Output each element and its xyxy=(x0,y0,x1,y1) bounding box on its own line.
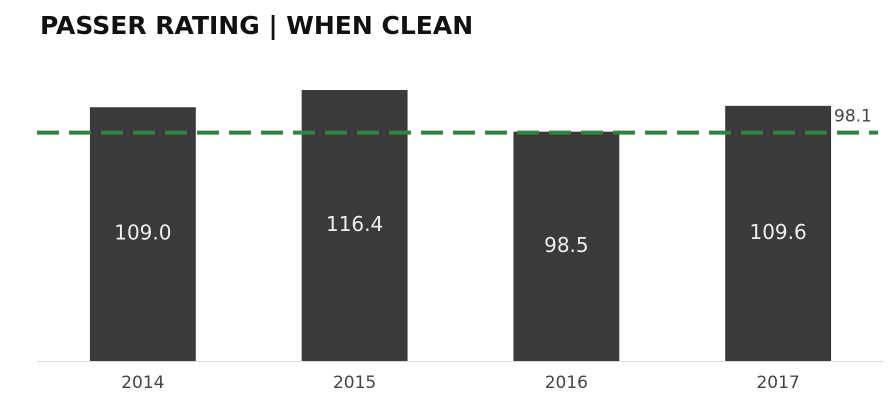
bar xyxy=(513,131,620,361)
bar xyxy=(725,105,832,361)
value-label: 116.4 xyxy=(326,212,383,236)
x-tick-label: 2016 xyxy=(545,373,588,393)
value-label: 98.5 xyxy=(544,233,589,257)
bar xyxy=(301,90,408,361)
bar xyxy=(89,107,196,361)
chart-title: PASSER RATING | WHEN CLEAN xyxy=(40,11,473,40)
value-label: 109.0 xyxy=(114,221,171,245)
x-tick-label: 2014 xyxy=(121,373,164,393)
value-label: 109.6 xyxy=(749,220,806,244)
x-tick-label: 2015 xyxy=(333,373,376,393)
reference-label: 98.1 xyxy=(834,107,872,127)
x-tick-label: 2017 xyxy=(756,373,799,393)
